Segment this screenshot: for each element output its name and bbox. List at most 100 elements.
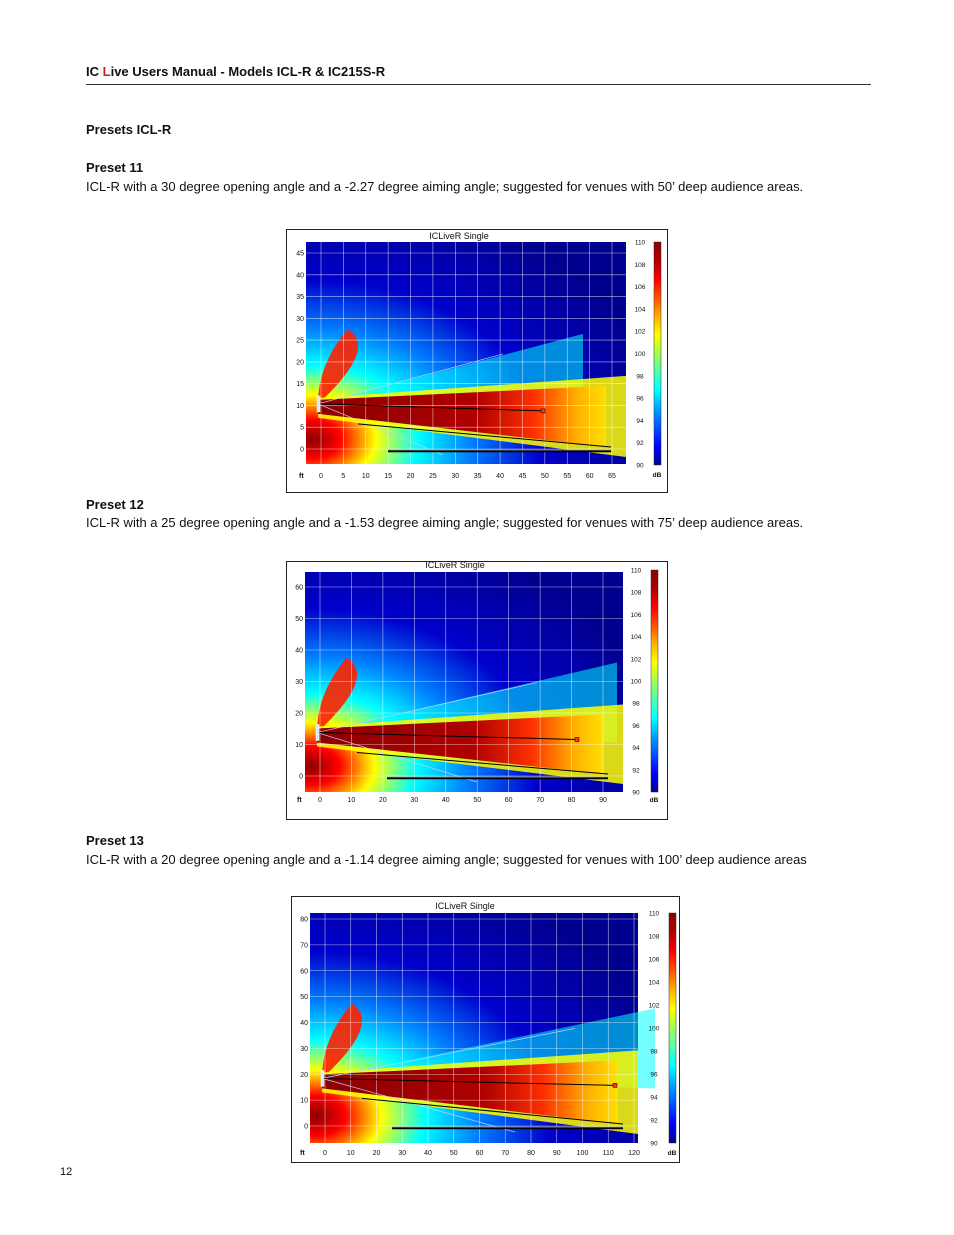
colorbar-tick-label: 102: [649, 1003, 660, 1010]
opening-angle-upper: [317, 353, 504, 405]
opening-angle-upper: [321, 1028, 576, 1079]
colorbar-tick-label: 92: [650, 1118, 658, 1125]
x-tick-label: 50: [473, 797, 481, 804]
y-tick-label: 10: [296, 403, 304, 410]
x-tick-label: 80: [568, 797, 576, 804]
colorbar-tick-label: 104: [649, 980, 660, 987]
colorbar-tick-label: 108: [649, 934, 660, 941]
y-tick-label: 45: [296, 251, 304, 258]
colorbar: [653, 241, 662, 466]
x-tick-label: 30: [410, 797, 418, 804]
colorbar-tick-label: 90: [636, 463, 644, 470]
colorbar-tick-label: 96: [632, 723, 640, 730]
y-tick-label: 0: [299, 774, 303, 781]
y-tick-label: 70: [300, 942, 308, 949]
section-title: Presets ICL-R: [86, 122, 172, 137]
aim-target-marker: [540, 408, 546, 414]
x-tick-label: 45: [519, 473, 527, 480]
colorbar-tick-label: 108: [631, 590, 642, 597]
colorbar-tick-label: 108: [635, 262, 646, 269]
page-number: 12: [60, 1166, 73, 1178]
speaker-marker: [316, 395, 321, 413]
aiming-line: [316, 732, 578, 741]
y-tick-label: 60: [295, 585, 303, 592]
colorbar: [650, 569, 659, 793]
colorbar-tick-label: 100: [649, 1026, 660, 1033]
plot-title: ICLiveR Single: [435, 901, 495, 911]
y-tick-label: 20: [300, 1072, 308, 1079]
speaker-marker: [315, 724, 320, 741]
colorbar-tick-label: 90: [632, 790, 640, 797]
colorbar-tick-label: 110: [649, 911, 660, 918]
y-tick-label: 10: [300, 1098, 308, 1105]
opening-angle-lower: [321, 1078, 516, 1133]
x-tick-label: 40: [424, 1150, 432, 1157]
y-tick-label: 0: [300, 447, 304, 454]
x-tick-label: 40: [442, 797, 450, 804]
colorbar-tick-label: 102: [631, 656, 642, 663]
coverage-edge-line: [356, 752, 609, 775]
header-rule: [86, 84, 871, 85]
x-tick-label: 60: [586, 473, 594, 480]
colorbar-tick-label: 98: [632, 701, 640, 708]
y-tick-label: 40: [295, 648, 303, 655]
preset-12-coverage-map: ICLiveR Single 0 10 20 30 40 50 60 70 80 90 0 10 20 30…: [295, 562, 659, 804]
header-rest: ive Users Manual - Models ICL-R & IC215S…: [110, 64, 386, 79]
colorbar-unit-label: dB: [653, 472, 662, 479]
header-prefix: IC: [86, 64, 103, 79]
x-tick-label: 10: [348, 797, 356, 804]
aim-target-marker: [574, 737, 580, 742]
preset-13-description: ICL-R with a 20 degree opening angle and…: [86, 852, 807, 867]
x-tick-label: 50: [541, 473, 549, 480]
colorbar-tick-label: 100: [631, 679, 642, 686]
y-tick-label: 0: [304, 1124, 308, 1131]
x-tick-label: 40: [496, 473, 504, 480]
y-tick-label: 20: [296, 359, 304, 366]
colorbar-tick-label: 110: [631, 568, 642, 575]
y-tick-label: 40: [300, 1020, 308, 1027]
x-tick-label: 10: [362, 473, 370, 480]
colorbar-tick-label: 110: [635, 240, 646, 247]
x-tick-label: 80: [527, 1150, 535, 1157]
x-tick-label: 20: [379, 797, 387, 804]
y-tick-label: 30: [295, 679, 303, 686]
y-tick-label: 20: [295, 711, 303, 718]
colorbar-tick-label: 96: [650, 1072, 658, 1079]
y-tick-label: 40: [296, 272, 304, 279]
preset-11-heading: Preset 11: [86, 160, 144, 175]
colorbar-tick-label: 104: [631, 634, 642, 641]
y-tick-label: 80: [300, 917, 308, 924]
colorbar-tick-label: 100: [635, 351, 646, 358]
x-tick-label: 55: [563, 473, 571, 480]
colorbar-tick-label: 106: [635, 284, 646, 291]
colorbar-tick-label: 104: [635, 306, 646, 313]
x-tick-label: 100: [577, 1150, 589, 1157]
preset-12-heading: Preset 12: [86, 497, 144, 512]
colorbar-tick-label: 98: [636, 373, 644, 380]
coverage-edge-line: [357, 423, 612, 448]
x-tick-label: 5: [341, 473, 345, 480]
preset-11-plot: ICLiveR Single 0 5 10 15 20 25 30 35 40 45 50 55 60 65…: [286, 229, 668, 493]
y-tick-label: 30: [296, 316, 304, 323]
x-tick-label: 20: [373, 1150, 381, 1157]
x-tick-label: 90: [553, 1150, 561, 1157]
preset-11-description: ICL-R with a 30 degree opening angle and…: [86, 179, 804, 194]
colorbar-unit-label: dB: [650, 797, 659, 804]
colorbar-tick-label: 106: [631, 612, 642, 619]
x-tick-label: 30: [398, 1150, 406, 1157]
colorbar-tick-label: 96: [636, 396, 644, 403]
aim-target-marker: [612, 1083, 618, 1088]
x-unit-label: ft: [300, 1150, 305, 1157]
colorbar-tick-label: 90: [650, 1141, 658, 1148]
x-tick-label: 0: [319, 473, 323, 480]
colorbar: [668, 912, 677, 1144]
x-tick-label: 15: [384, 473, 392, 480]
near-lobe: [322, 1003, 362, 1079]
y-tick-label: 10: [295, 742, 303, 749]
plot-title: ICLiveR Single: [429, 231, 489, 241]
speaker-marker: [320, 1070, 325, 1087]
preset-12-description: ICL-R with a 25 degree opening angle and…: [86, 515, 804, 530]
colorbar-tick-label: 94: [632, 745, 640, 752]
colorbar-tick-label: 94: [636, 418, 644, 425]
